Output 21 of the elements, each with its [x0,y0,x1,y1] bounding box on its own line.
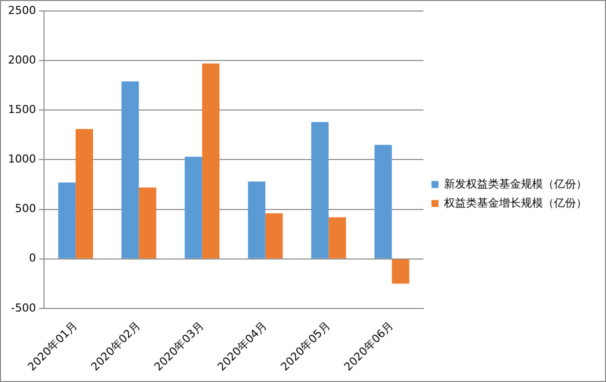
y-tick-label: 1500 [8,103,36,116]
bar [374,144,392,258]
bar [184,156,202,258]
bar [311,122,329,258]
bar [265,213,283,258]
bar [76,128,94,258]
y-tick-label: -500 [11,301,36,314]
bar [121,81,139,258]
bar [328,217,346,258]
bar [392,259,410,284]
bar [202,64,220,258]
y-tick-label: 2000 [8,53,36,66]
y-tick-label: 1000 [8,152,36,166]
bar [248,182,266,258]
bar [58,182,76,258]
legend-label: 新发权益类基金规模（亿份） [444,177,587,190]
y-tick-label: 2500 [8,4,36,17]
legend-label: 权益类基金增长规模（亿份） [443,196,587,210]
y-tick-label: 0 [28,252,36,265]
y-tick-label: 500 [14,202,36,216]
bar [138,187,156,258]
